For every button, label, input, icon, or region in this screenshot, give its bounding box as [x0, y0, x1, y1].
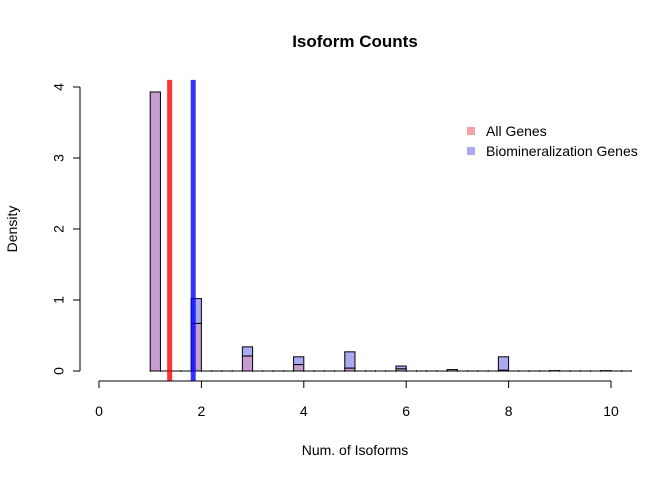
legend-label-all-genes: All Genes	[486, 123, 547, 139]
x-tick-label: 4	[300, 403, 308, 419]
histogram-bar-biomineralization	[293, 356, 305, 366]
histogram-bar-biomineralization	[344, 351, 356, 369]
histogram-bar-all-genes	[446, 369, 458, 372]
histogram-bar-overlap	[395, 368, 407, 372]
y-tick-label: 4	[51, 83, 67, 91]
histogram-bar-overlap	[241, 355, 254, 372]
x-axis: 0 2 4 6 8 10	[95, 380, 619, 419]
histogram-bar-overlap	[149, 91, 161, 372]
chart-title: Isoform Counts	[292, 32, 418, 51]
legend-label-biomineralization-genes: Biomineralization Genes	[486, 143, 638, 159]
x-tick-label: 0	[95, 403, 103, 419]
x-tick-label: 8	[505, 403, 513, 419]
histogram-bar-biomineralization	[241, 346, 254, 357]
x-tick-label: 6	[402, 403, 410, 419]
y-axis-label: Density	[4, 206, 20, 253]
histogram-bar-biomineralization	[497, 356, 510, 371]
legend-swatch-all-genes	[467, 127, 475, 135]
histogram-bar-overlap	[344, 367, 356, 372]
y-axis: 0 1 2 3 4	[51, 83, 81, 375]
y-tick-label: 1	[51, 296, 67, 304]
x-axis-label: Num. of Isoforms	[302, 442, 409, 458]
histogram-bar-overlap	[497, 369, 510, 372]
legend-swatch-biomineralization-genes	[467, 147, 475, 155]
y-tick-label: 0	[51, 367, 67, 375]
y-tick-label: 2	[51, 225, 67, 233]
y-tick-label: 3	[51, 154, 67, 162]
histogram-bar-overlap	[293, 364, 305, 372]
x-tick-label: 10	[603, 403, 619, 419]
histogram-bars	[149, 91, 632, 372]
legend: All Genes Biomineralization Genes	[467, 123, 638, 159]
mean-lines	[167, 79, 196, 381]
x-tick-label: 2	[198, 403, 206, 419]
